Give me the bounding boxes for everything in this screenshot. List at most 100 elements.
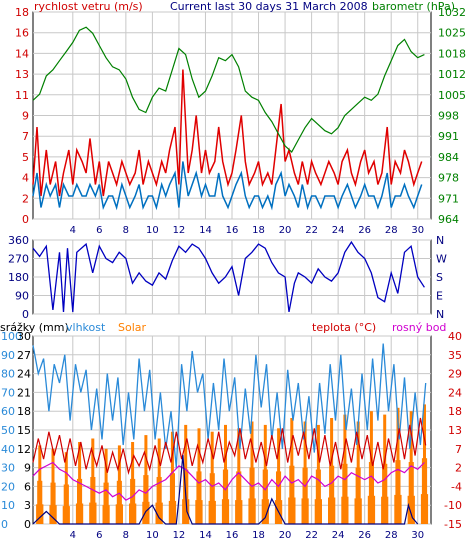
pressure-tick-label: 1018 (438, 47, 466, 60)
day-tick-label: 30 (411, 530, 424, 541)
day-tick-label: 26 (358, 530, 371, 541)
rain-axis-title: srážky (mm) (0, 321, 69, 334)
wind-tick-label: 13 (15, 68, 29, 81)
humidity-tick-label: 10 (1, 499, 15, 512)
rain-tick-label: 21 (17, 386, 31, 399)
direction-tick-label: 270 (8, 253, 29, 266)
solar-bar (319, 499, 322, 524)
rain-tick-label: 12 (17, 443, 31, 456)
day-tick-label: 6 (96, 225, 102, 236)
humidity-tick-label: 70 (1, 386, 15, 399)
pressure-tick-label: 998 (438, 110, 459, 123)
series-rosny-bod (32, 461, 425, 501)
solar-bar (105, 482, 109, 524)
pressure-tick-label: 971 (438, 192, 459, 205)
solar-bar (238, 471, 242, 524)
day-tick-label: 6 (96, 530, 102, 541)
day-tick-label: 10 (146, 530, 159, 541)
pressure-tick-label: 1012 (438, 68, 466, 81)
solar-bar (372, 495, 376, 524)
solar-bar (106, 505, 110, 524)
direction-tick-label: 180 (8, 271, 29, 284)
day-tick-label: 4 (70, 530, 76, 541)
temperature-tick-label: 2 (455, 462, 462, 475)
day-tick-label: 28 (385, 225, 398, 236)
day-tick-label: 22 (305, 225, 318, 236)
day-tick-label: 20 (279, 530, 292, 541)
solar-bar (146, 501, 150, 524)
solar-bar (371, 462, 374, 524)
rain-tick-label: 9 (24, 462, 31, 475)
wind-tick-label: 16 (15, 27, 29, 40)
day-tick-label: 18 (252, 530, 265, 541)
day-tick-label: 22 (305, 530, 318, 541)
temperature-tick-label: 13 (448, 424, 462, 437)
day-tick-label: 20 (279, 225, 292, 236)
solar-bar (279, 500, 283, 524)
pressure-tick-label: 1032 (438, 6, 466, 19)
series-barometr (32, 26, 425, 153)
day-tick-label: 12 (173, 530, 186, 541)
wind-tick-label: 9 (22, 110, 29, 123)
solar-bar (226, 499, 230, 524)
rain-tick-label: 30 (17, 330, 31, 343)
pressure-tick-label: 991 (438, 130, 459, 143)
series-direction (32, 240, 425, 313)
compass-tick-label: N (436, 308, 444, 321)
solar-bar (211, 473, 215, 524)
humidity-tick-label: 90 (1, 349, 15, 362)
humidity-axis-title: vlhkost (66, 321, 106, 334)
solar-bar (159, 502, 163, 524)
day-tick-label: 24 (332, 530, 345, 541)
pressure-axis-title: barometr (hPa) (372, 0, 455, 13)
solar-bar (358, 498, 362, 524)
solar-bar (425, 494, 429, 524)
wind-tick-label: 11 (15, 89, 29, 102)
wind-tick-label: 2 (22, 192, 29, 205)
solar-bar (410, 462, 414, 524)
temperature-tick-label: 7 (455, 443, 462, 456)
humidity-tick-label: 50 (1, 424, 15, 437)
solar-bar (397, 460, 401, 524)
solar-bar (305, 498, 309, 524)
pressure-tick-label: 1005 (438, 89, 466, 102)
wind-tick-label: 18 (15, 6, 29, 19)
humidity-tick-label: 30 (1, 462, 15, 475)
solar-bar (132, 478, 136, 524)
solar-bar (133, 503, 137, 524)
solar-bar (65, 484, 69, 524)
solar-bar (92, 477, 96, 524)
solar-bar (198, 471, 202, 524)
solar-bar (118, 480, 122, 524)
solar-bar (199, 500, 203, 524)
compass-tick-label: W (436, 253, 447, 266)
humidity-tick-label: 100 (1, 330, 22, 343)
solar-bar (145, 475, 149, 524)
direction-tick-label: 360 (8, 234, 29, 247)
day-tick-label: 24 (332, 225, 345, 236)
humidity-tick-label: 20 (1, 480, 15, 493)
temperature-axis-title: teplota (°C) (312, 321, 376, 334)
humidity-tick-label: 40 (1, 443, 15, 456)
pressure-tick-label: 1025 (438, 27, 466, 40)
solar-bar (79, 478, 83, 524)
series-teplota (32, 417, 427, 476)
day-tick-label: 8 (123, 530, 129, 541)
solar-bar (212, 500, 216, 524)
solar-bar (186, 499, 190, 524)
humidity-tick-label: 60 (1, 405, 15, 418)
solar-bar (52, 482, 56, 524)
solar-bar (357, 467, 361, 524)
solar-bar (384, 463, 388, 524)
solar-bar (424, 458, 428, 524)
solar-bar (252, 498, 256, 524)
day-tick-label: 14 (199, 225, 212, 236)
day-tick-label: 12 (173, 225, 186, 236)
dewpoint-legend: rosný bod (392, 321, 446, 334)
day-tick-label: 16 (226, 225, 239, 236)
pressure-tick-label: 984 (438, 151, 459, 164)
solar-bar (40, 504, 44, 524)
solar-bar (345, 496, 349, 524)
solar-bar (278, 471, 282, 524)
rain-tick-label: 18 (17, 405, 31, 418)
